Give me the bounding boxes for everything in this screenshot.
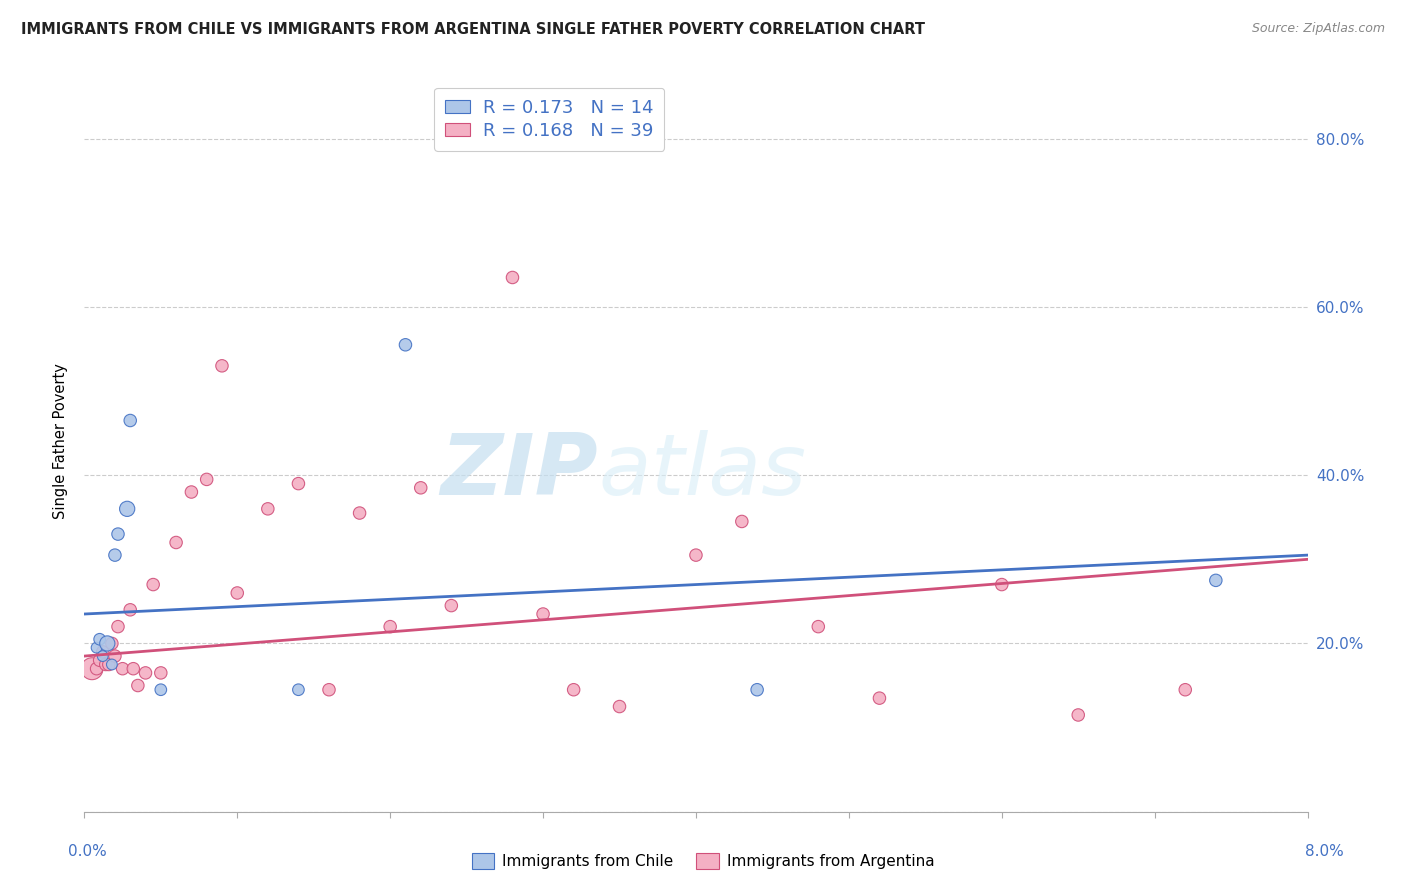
Point xyxy=(991,577,1014,591)
Legend: Immigrants from Chile, Immigrants from Argentina: Immigrants from Chile, Immigrants from A… xyxy=(465,847,941,875)
Point xyxy=(149,665,172,680)
Point xyxy=(80,662,103,676)
Point xyxy=(502,270,524,285)
Point xyxy=(409,481,432,495)
Point xyxy=(349,506,371,520)
Point xyxy=(86,640,108,655)
Point xyxy=(97,657,120,672)
Text: atlas: atlas xyxy=(598,430,806,513)
Point xyxy=(226,586,249,600)
Point xyxy=(94,657,117,672)
Point xyxy=(104,548,127,562)
Point xyxy=(107,619,129,633)
Text: 0.0%: 0.0% xyxy=(67,845,107,859)
Point xyxy=(318,682,340,697)
Point xyxy=(91,645,114,659)
Point xyxy=(111,662,134,676)
Point xyxy=(685,548,707,562)
Point xyxy=(287,476,309,491)
Point xyxy=(257,501,280,516)
Point xyxy=(96,636,118,650)
Point xyxy=(807,619,830,633)
Point xyxy=(287,682,309,697)
Point xyxy=(149,682,172,697)
Point xyxy=(747,682,769,697)
Point xyxy=(380,619,402,633)
Text: Source: ZipAtlas.com: Source: ZipAtlas.com xyxy=(1251,22,1385,36)
Point xyxy=(101,657,124,672)
Text: IMMIGRANTS FROM CHILE VS IMMIGRANTS FROM ARGENTINA SINGLE FATHER POVERTY CORRELA: IMMIGRANTS FROM CHILE VS IMMIGRANTS FROM… xyxy=(21,22,925,37)
Text: 8.0%: 8.0% xyxy=(1305,845,1344,859)
Point xyxy=(394,338,416,352)
Point xyxy=(101,636,124,650)
Legend: R = 0.173   N = 14, R = 0.168   N = 39: R = 0.173 N = 14, R = 0.168 N = 39 xyxy=(434,87,664,151)
Text: ZIP: ZIP xyxy=(440,430,598,513)
Point xyxy=(609,699,631,714)
Point xyxy=(731,515,754,529)
Point xyxy=(120,413,142,427)
Point xyxy=(89,653,111,667)
Point xyxy=(1174,682,1197,697)
Point xyxy=(195,472,218,486)
Point xyxy=(142,577,165,591)
Point xyxy=(91,649,114,664)
Point xyxy=(869,691,891,706)
Point xyxy=(1067,708,1090,723)
Point xyxy=(86,662,108,676)
Point xyxy=(165,535,187,549)
Point xyxy=(211,359,233,373)
Point xyxy=(135,665,157,680)
Point xyxy=(122,662,145,676)
Point xyxy=(127,679,149,693)
Point xyxy=(104,649,127,664)
Point xyxy=(1205,574,1227,588)
Point xyxy=(180,485,202,500)
Point xyxy=(89,632,111,647)
Point xyxy=(440,599,463,613)
Point xyxy=(120,603,142,617)
Point xyxy=(107,527,129,541)
Point xyxy=(115,501,138,516)
Y-axis label: Single Father Poverty: Single Father Poverty xyxy=(53,364,69,519)
Point xyxy=(531,607,554,621)
Point xyxy=(562,682,585,697)
